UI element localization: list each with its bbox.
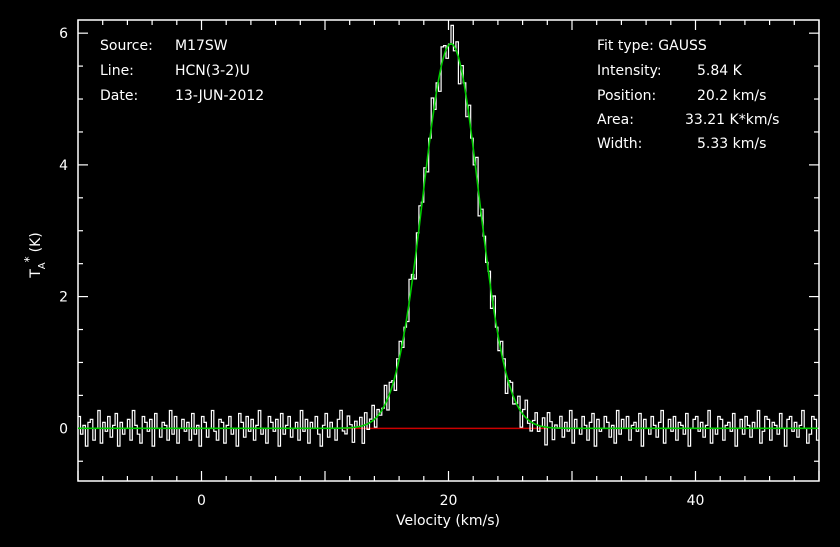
y-axis-label-sub: A: [37, 262, 48, 269]
y-tick-label: 4: [59, 158, 68, 174]
date-key: Date:: [100, 88, 138, 104]
axis-tick-labels: 0 20 40 0 2 4 6: [59, 26, 704, 509]
width-key: Width:: [597, 136, 642, 152]
position-value: 20.2 km/s: [697, 88, 766, 104]
y-axis-label-main: T: [28, 269, 44, 279]
source-key: Source:: [100, 38, 153, 54]
x-tick-label: 20: [440, 493, 458, 509]
axis-ticks: [77, 20, 820, 481]
y-axis-label-unit: (K): [28, 232, 44, 252]
line-key: Line:: [100, 63, 134, 79]
source-info: Source: M17SW Line: HCN(3-2)U Date: 13-J…: [100, 38, 264, 104]
intensity-value: 5.84 K: [697, 63, 743, 79]
intensity-key: Intensity:: [597, 63, 662, 79]
area-key: Area:: [597, 112, 634, 128]
width-value: 5.33 km/s: [697, 136, 766, 152]
source-value: M17SW: [175, 38, 228, 54]
x-tick-label: 0: [197, 493, 206, 509]
date-value: 13-JUN-2012: [175, 88, 264, 104]
area-value: 33.21 K*km/s: [685, 112, 779, 128]
position-key: Position:: [597, 88, 656, 104]
fit-type: Fit type: GAUSS: [597, 38, 707, 54]
y-tick-label: 6: [59, 26, 68, 42]
line-value: HCN(3-2)U: [175, 63, 250, 79]
y-tick-label: 2: [59, 290, 68, 306]
svg-text:TA*(K): TA* (K): [22, 232, 48, 279]
y-tick-label: 0: [59, 421, 68, 437]
gaussian-fit-line: [78, 42, 818, 430]
x-tick-label: 40: [687, 493, 705, 509]
x-axis-label: Velocity (km/s): [396, 513, 500, 529]
y-axis-label-sup: *: [22, 256, 36, 262]
spectrum-line: [78, 24, 819, 447]
y-axis-label: TA* (K): [22, 232, 48, 279]
fit-info: Fit type: GAUSS Intensity: 5.84 K Positi…: [597, 38, 779, 152]
